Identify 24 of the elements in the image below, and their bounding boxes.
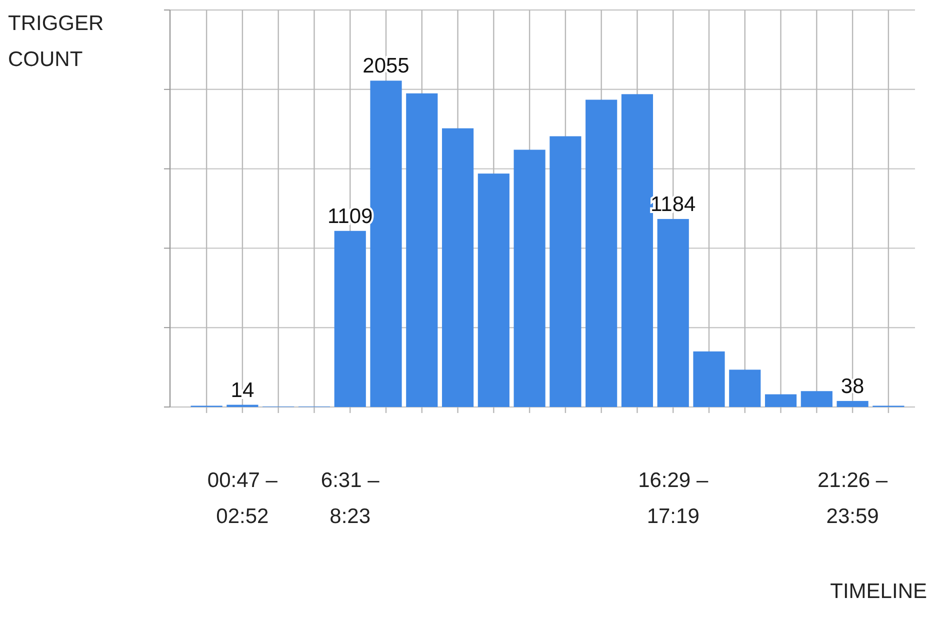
x-tick-label: 00:47 – 02:52 xyxy=(207,469,278,528)
bar xyxy=(729,370,761,407)
bar xyxy=(693,351,725,407)
x-tick-label: 16:29 – 17:19 xyxy=(638,469,708,528)
bar xyxy=(657,218,689,407)
bar xyxy=(836,400,868,407)
bar xyxy=(406,93,438,407)
x-tick-label: 21:26 – 23:59 xyxy=(818,469,888,528)
x-axis-title: TIMELINE xyxy=(830,580,927,603)
bar xyxy=(800,391,832,407)
data-label: 2055 xyxy=(362,54,410,78)
bar xyxy=(478,174,510,407)
bar xyxy=(334,230,366,407)
bar xyxy=(621,94,654,407)
bar xyxy=(764,394,797,407)
bar xyxy=(586,100,618,407)
data-label: 38 xyxy=(840,374,864,398)
bar xyxy=(442,128,474,407)
bar xyxy=(370,80,402,407)
y-axis-title: TRIGGER COUNT xyxy=(8,12,104,71)
x-tick-label: 6:31 – 8:23 xyxy=(320,469,380,528)
data-label: 14 xyxy=(230,378,254,402)
bar xyxy=(514,150,546,407)
bar xyxy=(550,136,582,407)
